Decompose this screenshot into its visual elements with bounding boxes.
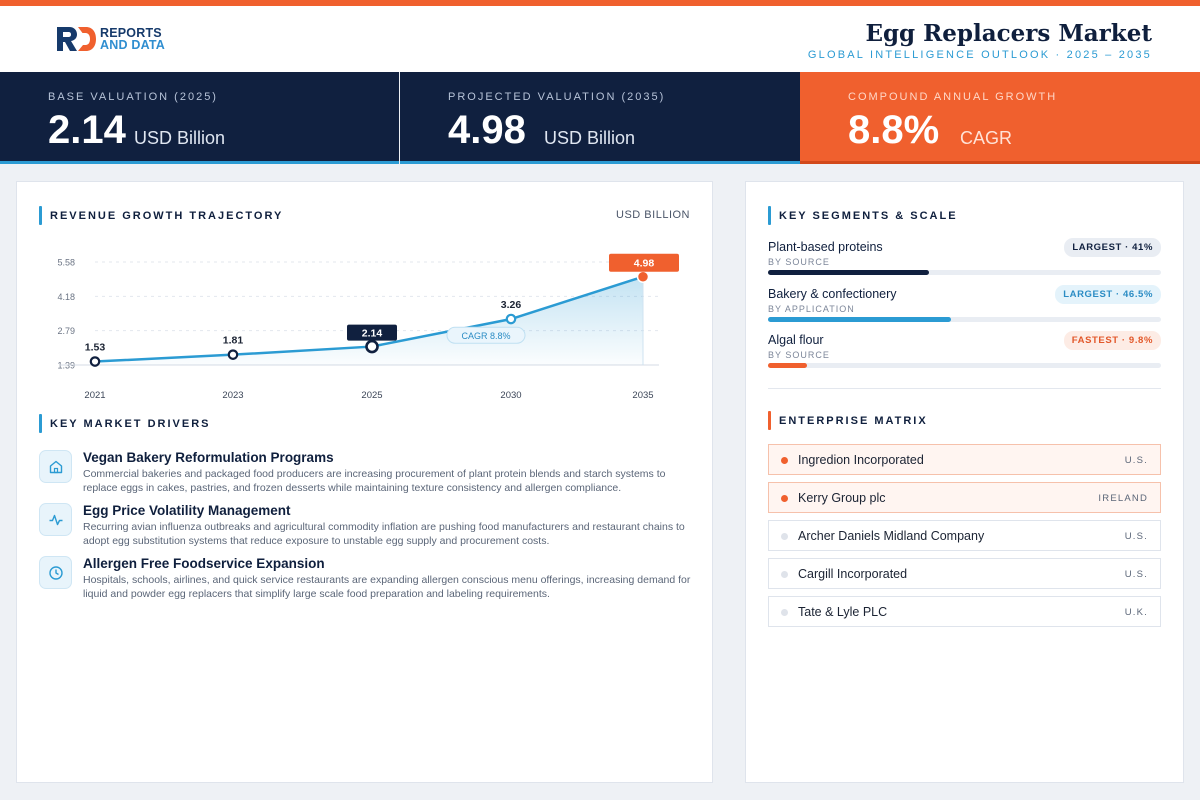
enterprise-name: Ingredion Incorporated	[798, 453, 924, 467]
kpi-value: 8.8%	[848, 108, 940, 152]
data-label-badge	[347, 324, 397, 341]
segment-bar-track	[768, 317, 1161, 322]
data-point	[365, 339, 379, 354]
x-tick-label: 2035	[632, 390, 653, 401]
driver-title: Allergen Free Foodservice Expansion	[83, 556, 325, 571]
data-point	[227, 349, 239, 360]
segment-badge: LARGEST · 41%	[1064, 238, 1161, 257]
segment-category: BY APPLICATION	[768, 304, 855, 314]
status-dot	[781, 457, 788, 464]
home-icon	[39, 450, 72, 483]
segment-bar-track	[768, 363, 1161, 368]
kpi-base-valuation: BASE VALUATION (2025) 2.14 USD Billion	[0, 72, 399, 164]
page-subtitle: GLOBAL INTELLIGENCE OUTLOOK · 2025 – 203…	[807, 49, 1152, 61]
kpi-label: BASE VALUATION (2025)	[48, 91, 218, 103]
segment-badge: FASTEST · 9.8%	[1063, 331, 1161, 350]
status-dot	[781, 609, 788, 616]
kpi-value: 4.98	[448, 108, 526, 152]
page-title: Egg Replacers Market	[865, 20, 1152, 47]
data-label: 1.81	[223, 335, 244, 347]
segment-badge: LARGEST · 46.5%	[1055, 285, 1161, 304]
driver-title: Vegan Bakery Reformulation Programs	[83, 450, 334, 465]
enterprise-row[interactable]: Kerry Group plc IRELAND	[768, 482, 1161, 513]
segment-name: Bakery & confectionery	[768, 287, 897, 301]
segment-bar-fill	[768, 317, 951, 322]
kpi-label: PROJECTED VALUATION (2035)	[448, 91, 666, 103]
right-panel: KEY SEGMENTS & SCALE Plant-based protein…	[745, 181, 1184, 783]
kpi-label: COMPOUND ANNUAL GROWTH	[848, 91, 1058, 103]
data-point	[636, 270, 650, 283]
kpi-cagr: COMPOUND ANNUAL GROWTH 8.8% CAGR	[800, 72, 1200, 164]
status-dot	[781, 495, 788, 502]
enterprise-name: Cargill Incorporated	[798, 567, 908, 581]
segment-category: BY SOURCE	[768, 350, 830, 360]
driver-description: Hospitals, schools, airlines, and quick …	[83, 574, 691, 600]
segments-section-title: KEY SEGMENTS & SCALE	[768, 206, 958, 225]
data-point	[505, 313, 517, 325]
page-header: REPORTS AND DATA Egg Replacers Market GL…	[0, 6, 1200, 72]
enterprise-country: IRELAND	[1098, 493, 1148, 504]
y-tick-label: 4.18	[57, 292, 75, 302]
enterprise-country: U.S.	[1124, 455, 1148, 466]
data-label: 1.53	[85, 342, 106, 354]
chart-section-title: REVENUE GROWTH TRAJECTORY	[39, 206, 283, 225]
logo-mark-icon	[57, 27, 96, 51]
driver-title: Egg Price Volatility Management	[83, 503, 291, 518]
status-dot	[781, 571, 788, 578]
enterprise-row[interactable]: Tate & Lyle PLC U.K.	[768, 596, 1161, 627]
chart-unit-label: USD BILLION	[616, 209, 690, 221]
x-tick-label: 2030	[500, 390, 521, 401]
x-tick-label: 2023	[222, 390, 243, 401]
left-panel: REVENUE GROWTH TRAJECTORY USD BILLION 5.…	[16, 181, 713, 783]
segment-bar-track	[768, 270, 1161, 275]
segment-category: BY SOURCE	[768, 257, 830, 267]
brand-name-line2: AND DATA	[100, 38, 166, 52]
clock-icon	[39, 556, 72, 589]
data-label-badge	[609, 253, 679, 272]
segment-bar-fill	[768, 363, 807, 368]
enterprise-country: U.K.	[1124, 607, 1148, 618]
accent-bar	[0, 0, 1200, 6]
enterprise-country: U.S.	[1124, 569, 1148, 580]
cagr-annotation-label: CAGR 8.8%	[461, 331, 510, 341]
enterprise-section-title: ENTERPRISE MATRIX	[768, 411, 928, 430]
data-label: 4.98	[634, 258, 655, 270]
data-point	[89, 356, 101, 367]
enterprise-row[interactable]: Cargill Incorporated U.S.	[768, 558, 1161, 589]
x-tick-label: 2025	[361, 390, 382, 401]
data-label: 2.14	[362, 328, 383, 340]
driver-description: Commercial bakeries and packaged food pr…	[83, 468, 666, 494]
section-divider	[768, 388, 1161, 389]
segment-name: Algal flour	[768, 333, 824, 347]
enterprise-name: Kerry Group plc	[798, 491, 886, 505]
kpi-projected-valuation: PROJECTED VALUATION (2035) 4.98 USD Bill…	[400, 72, 800, 164]
drivers-section-title: KEY MARKET DRIVERS	[39, 414, 210, 433]
kpi-unit: USD Billion	[544, 128, 636, 148]
brand-name-line1: REPORTS	[100, 26, 162, 40]
kpi-value: 2.14	[48, 108, 126, 152]
data-label: 3.26	[501, 299, 522, 311]
enterprise-row[interactable]: Ingredion Incorporated U.S.	[768, 444, 1161, 475]
kpi-unit: USD Billion	[134, 128, 226, 148]
enterprise-name: Tate & Lyle PLC	[798, 605, 888, 619]
enterprise-row[interactable]: Archer Daniels Midland Company U.S.	[768, 520, 1161, 551]
segment-bar-fill	[768, 270, 930, 275]
kpi-strip: BASE VALUATION (2025) 2.14 USD Billion P…	[0, 72, 1200, 164]
kpi-unit: CAGR	[960, 128, 1013, 148]
activity-icon	[39, 503, 72, 536]
y-tick-label: 5.58	[57, 258, 75, 268]
enterprise-country: U.S.	[1124, 531, 1148, 542]
status-dot	[781, 533, 788, 540]
brand-logo: REPORTS AND DATA	[55, 26, 165, 52]
enterprise-name: Archer Daniels Midland Company	[798, 529, 985, 543]
cagr-annotation-pill	[446, 326, 526, 344]
driver-description: Recurring avian influenza outbreaks and …	[83, 521, 685, 547]
x-tick-label: 2021	[84, 390, 105, 401]
y-tick-label: 2.79	[57, 326, 75, 336]
segment-name: Plant-based proteins	[768, 240, 883, 254]
